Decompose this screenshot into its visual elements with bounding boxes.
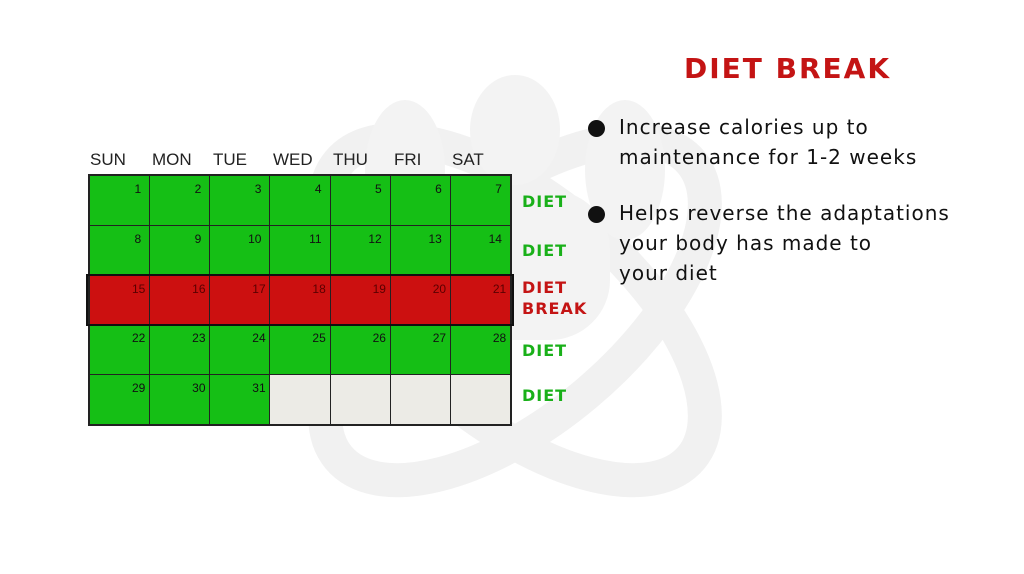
day-header-fri: FRI: [394, 150, 422, 169]
calendar-empty-cell: [330, 375, 390, 424]
day-header-sun: SUN: [90, 150, 126, 169]
day-number: 8: [134, 231, 142, 246]
calendar-day-14: 14: [450, 225, 510, 275]
day-number: 2: [194, 182, 202, 196]
bullet-1-line-2: maintenance for 1-2 weeks: [619, 145, 918, 169]
day-number: 28: [492, 331, 507, 346]
day-header-mon: MON: [152, 150, 192, 169]
calendar-day-29: 29: [90, 375, 150, 424]
bullet-2-line-3: your diet: [619, 261, 718, 285]
bullet-2-line-1: Helps reverse the adaptations: [619, 201, 950, 225]
calendar-day-9: 9: [150, 225, 210, 275]
day-number: 23: [192, 331, 206, 346]
calendar-day-21: 21: [450, 275, 510, 325]
calendar-day-2: 2: [150, 176, 210, 225]
day-number: 31: [252, 381, 266, 396]
calendar-day-4: 4: [270, 176, 330, 225]
day-number: 14: [488, 231, 502, 246]
day-number: 27: [432, 331, 447, 346]
day-number: 26: [372, 331, 386, 346]
row-label-week-3-break: BREAK: [522, 299, 588, 318]
calendar-day-13: 13: [390, 225, 450, 275]
bullet-item: Helps reverse the adaptations your body …: [588, 198, 1008, 288]
calendar-empty-cell: [270, 375, 330, 424]
calendar-day-28: 28: [450, 325, 510, 375]
calendar-day-3: 3: [210, 176, 270, 225]
calendar-day-31: 31: [210, 375, 270, 424]
calendar-day-1: 1: [90, 176, 150, 225]
calendar-day-23: 23: [150, 325, 210, 375]
calendar-day-18: 18: [270, 275, 330, 325]
calendar-day-8: 8: [90, 225, 150, 275]
calendar-day-16: 16: [150, 275, 210, 325]
day-number: 19: [372, 281, 386, 296]
day-number: 18: [312, 281, 326, 296]
day-number: 16: [192, 281, 206, 296]
day-number: 9: [194, 231, 202, 246]
calendar-day-19: 19: [330, 275, 390, 325]
day-header-sat: SAT: [452, 150, 484, 169]
day-number: 3: [254, 182, 262, 196]
calendar-day-25: 25: [270, 325, 330, 375]
bullet-dot-icon: [588, 206, 605, 223]
calendar-day-11: 11: [270, 225, 330, 275]
calendar-day-10: 10: [210, 225, 270, 275]
row-label-week-1: DIET: [522, 192, 568, 211]
page-title: DIET BREAK: [684, 52, 892, 85]
day-header-wed: WED: [273, 150, 313, 169]
bullet-1-line-1: Increase calories up to: [619, 115, 869, 139]
calendar-day-17: 17: [210, 275, 270, 325]
row-label-week-5: DIET: [522, 386, 568, 405]
calendar-day-headers: SUN MON TUE WED THU FRI SAT: [88, 150, 518, 174]
day-number: 29: [132, 381, 146, 396]
day-number: 30: [192, 381, 206, 396]
day-number: 21: [492, 281, 507, 296]
calendar-empty-cell: [390, 375, 450, 424]
bullet-list: Increase calories up to maintenance for …: [588, 112, 1008, 314]
calendar-grid: 1 2 3 4 5 6 7 8 9 10 11 12 13 14 15 16 17 18 19 20 21 22 23 24 2…: [88, 174, 512, 426]
calendar-empty-cell: [450, 375, 510, 424]
day-header-tue: TUE: [213, 150, 247, 169]
day-number: 22: [132, 331, 146, 346]
day-number: 1: [134, 182, 142, 196]
calendar-day-12: 12: [330, 225, 390, 275]
day-number: 4: [314, 182, 322, 196]
day-number: 13: [428, 231, 442, 246]
calendar-day-27: 27: [390, 325, 450, 375]
calendar-day-6: 6: [390, 176, 450, 225]
bullet-item: Increase calories up to maintenance for …: [588, 112, 1008, 172]
calendar-day-24: 24: [210, 325, 270, 375]
bullet-dot-icon: [588, 120, 605, 137]
calendar-day-15: 15: [90, 275, 150, 325]
day-number: 17: [252, 281, 266, 296]
row-label-week-3: DIET: [522, 278, 568, 297]
day-number: 6: [435, 182, 442, 196]
day-number: 24: [252, 331, 266, 346]
day-number: 7: [495, 182, 502, 196]
day-number: 20: [432, 281, 447, 296]
calendar-day-20: 20: [390, 275, 450, 325]
day-header-thu: THU: [333, 150, 368, 169]
day-number: 5: [375, 182, 382, 196]
day-number: 25: [312, 331, 326, 346]
row-label-week-4: DIET: [522, 341, 568, 360]
row-label-week-2: DIET: [522, 241, 568, 260]
day-number: 10: [248, 231, 262, 246]
day-number: 11: [309, 231, 322, 246]
day-number: 12: [368, 231, 382, 246]
calendar-day-26: 26: [330, 325, 390, 375]
calendar-day-22: 22: [90, 325, 150, 375]
bullet-2-line-2: your body has made to: [619, 231, 873, 255]
calendar-day-7: 7: [450, 176, 510, 225]
calendar-day-5: 5: [330, 176, 390, 225]
calendar-day-30: 30: [150, 375, 210, 424]
day-number: 15: [132, 281, 146, 296]
